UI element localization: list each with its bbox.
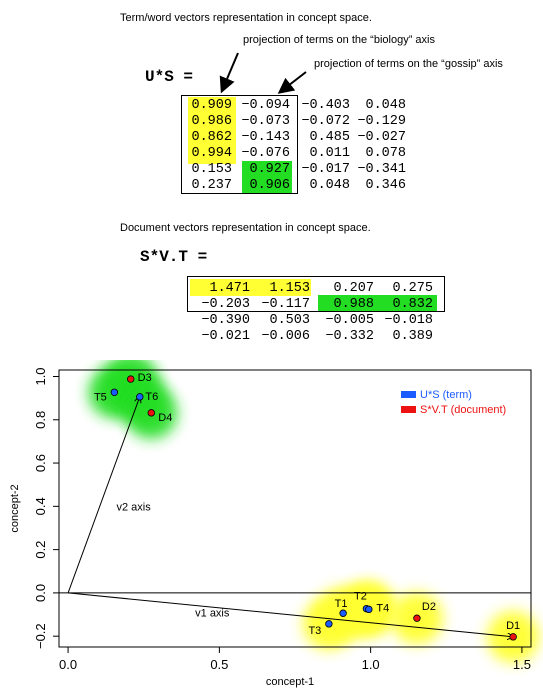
y-tick-label: 0.4 — [33, 497, 48, 515]
svt-cell: 1.153 — [269, 281, 310, 296]
svt-cell: 1.471 — [209, 281, 250, 296]
x-tick-label: 0.0 — [59, 657, 77, 672]
v2-axis-line — [67, 397, 140, 594]
v1-axis-line — [68, 592, 513, 637]
us-cell: 0.346 — [365, 178, 406, 193]
v2-axis-label: v2 axis — [116, 502, 151, 514]
y-tick-label: 0.6 — [33, 454, 48, 472]
biology-axis-note: projection of terms on the “biology” axi… — [243, 34, 435, 46]
v1-axis-label: v1 axis — [195, 608, 230, 620]
svt-equation-label: S*V.T = — [140, 248, 208, 266]
x-axis-label: concept-1 — [266, 676, 314, 688]
us-cell: 0.906 — [249, 178, 290, 193]
annotation-arrows — [219, 52, 307, 94]
svt-cell: 0.832 — [392, 297, 433, 312]
plot-frame — [58, 369, 532, 648]
point-label-d2: D2 — [422, 601, 436, 613]
y-tick-label: 0.8 — [33, 411, 48, 429]
y-axis-label: concept-2 — [9, 484, 21, 532]
doc-point-d3 — [127, 375, 135, 383]
us-cell: 0.994 — [191, 146, 232, 161]
svt-cell: −0.332 — [325, 329, 374, 344]
x-tick-label: 0.5 — [210, 657, 228, 672]
us-gossip-highlight — [242, 161, 292, 193]
us-cell: −0.094 — [241, 98, 290, 113]
us-biology-highlight — [188, 97, 236, 164]
biology-arrow — [219, 52, 239, 94]
doc-point-d4 — [147, 409, 155, 417]
gossip-arrow — [277, 71, 307, 94]
us-cell: 0.078 — [365, 146, 406, 161]
gossip-axis-note: projection of terms on the “gossip” axis — [314, 58, 503, 70]
us-box — [181, 95, 298, 194]
svt-cell: 0.988 — [333, 297, 374, 312]
us-cell: −0.017 — [301, 162, 350, 177]
svt-cell: −0.203 — [201, 297, 250, 312]
us-cell: −0.341 — [357, 162, 406, 177]
svt-cell: 0.503 — [269, 313, 310, 328]
y-tick-label: −0.2 — [33, 623, 48, 649]
point-label-t4: T4 — [376, 602, 389, 614]
svt-cell: −0.021 — [201, 329, 250, 344]
us-equation-label: U*S = — [145, 68, 194, 86]
legend-label: S*V.T (document) — [420, 404, 506, 416]
point-label-t1: T1 — [335, 598, 348, 610]
us-cell: 0.011 — [309, 146, 350, 161]
us-cell: 0.909 — [191, 98, 232, 113]
us-cell: 0.237 — [191, 178, 232, 193]
us-cell: −0.076 — [241, 146, 290, 161]
us-cell: 0.153 — [191, 162, 232, 177]
us-cell: −0.073 — [241, 114, 290, 129]
legend-label: U*S (term) — [420, 389, 472, 401]
legend-swatch — [401, 406, 416, 413]
svt-cell: −0.005 — [325, 313, 374, 328]
term-point-t6 — [136, 393, 144, 401]
us-cell: −0.072 — [301, 114, 350, 129]
point-label-t5: T5 — [94, 391, 107, 403]
us-cell: 0.927 — [249, 162, 290, 177]
x-tick-label: 1.0 — [362, 657, 380, 672]
us-caption: Term/word vectors representation in conc… — [120, 12, 372, 24]
point-label-d1: D1 — [506, 620, 520, 632]
term-point-t4 — [365, 605, 373, 614]
svt-cell: 0.275 — [392, 281, 433, 296]
us-cell: −0.129 — [357, 114, 406, 129]
y-tick-label: 0.0 — [33, 584, 48, 602]
us-cell: 0.485 — [309, 130, 350, 145]
us-cell: 0.048 — [365, 98, 406, 113]
us-cell: −0.403 — [301, 98, 350, 113]
point-label-d3: D3 — [138, 372, 152, 384]
point-label-d4: D4 — [158, 412, 172, 424]
x-tick-label: 1.5 — [513, 657, 531, 672]
svt-gossip-highlight — [318, 295, 437, 312]
point-label-t6: T6 — [145, 391, 158, 403]
svt-cell: −0.018 — [384, 313, 433, 328]
svt-cell: −0.117 — [261, 297, 310, 312]
concept-space-plot: 0.0 0.5 1.0 1.5 −0.2 0.0 0.2 0.4 0.6 0.8 1.0 concep… — [9, 360, 540, 688]
term-point-t5 — [110, 388, 119, 396]
y-tick-label: 0.2 — [33, 541, 48, 559]
svt-cell: −0.006 — [261, 329, 310, 344]
svt-cell: 0.389 — [392, 329, 433, 344]
y-tick-label: 1.0 — [33, 367, 48, 385]
term-point-t3 — [325, 620, 333, 628]
term-point-t1 — [339, 609, 347, 617]
svt-cell: −0.390 — [201, 313, 250, 328]
us-cell: 0.862 — [191, 130, 232, 145]
us-cell: 0.986 — [191, 114, 232, 129]
legend-swatch — [401, 391, 416, 398]
svt-cell: 0.207 — [333, 281, 374, 296]
point-label-t2: T2 — [354, 591, 367, 603]
svt-biology-highlight — [190, 279, 311, 296]
us-cell: −0.143 — [241, 130, 290, 145]
point-label-t3: T3 — [308, 625, 321, 637]
svt-box — [187, 276, 445, 312]
us-cell: −0.027 — [357, 130, 406, 145]
svt-caption: Document vectors representation in conce… — [120, 222, 371, 234]
us-cell: 0.048 — [309, 178, 350, 193]
doc-point-d1 — [509, 633, 517, 641]
doc-point-d2 — [413, 614, 421, 622]
